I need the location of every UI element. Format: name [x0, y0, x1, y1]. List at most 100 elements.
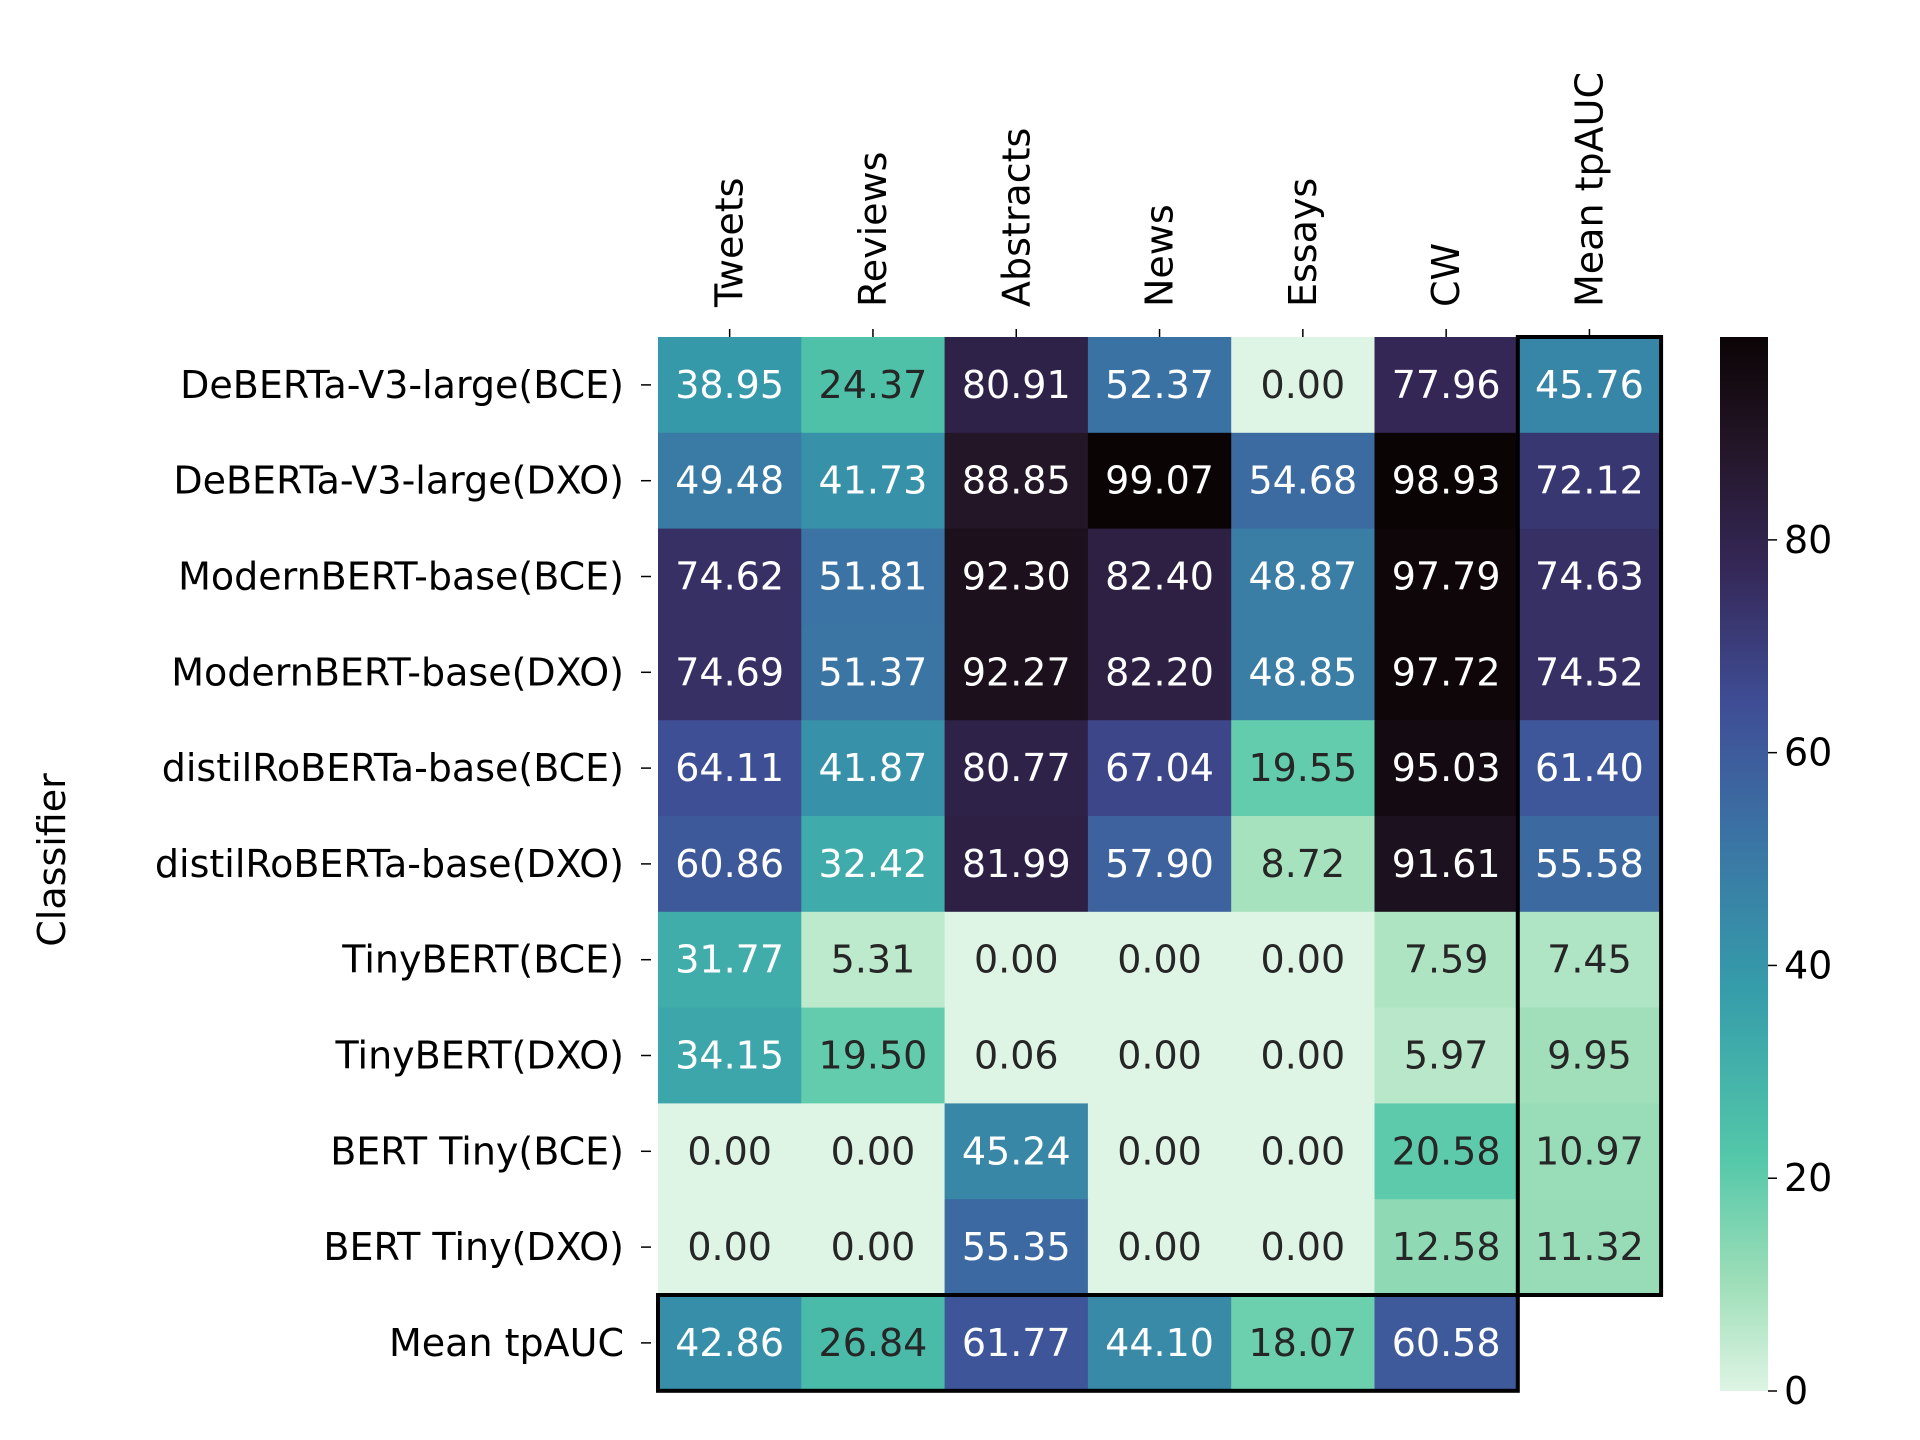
cell-value-label: 0.00 — [1261, 1129, 1346, 1173]
cell-value-label: 67.04 — [1105, 746, 1214, 790]
column-label-news: News — [1138, 204, 1182, 307]
colorbar-gradient — [1720, 337, 1768, 1391]
heatmap-cell — [1087, 1199, 1232, 1296]
cell-value-label: 20.58 — [1392, 1129, 1501, 1173]
cell-value-label: 32.42 — [819, 842, 928, 886]
heatmap-cell — [658, 1199, 802, 1296]
heatmap-cell — [1231, 911, 1376, 1009]
cell-value-label: 42.86 — [675, 1321, 784, 1365]
cell-value-label: 0.00 — [1117, 938, 1202, 982]
cell-value-label: 91.61 — [1392, 842, 1501, 886]
heatmap-cell — [1087, 624, 1232, 721]
cell-value-label: 12.58 — [1392, 1225, 1501, 1269]
cell-value-label: 0.00 — [1261, 938, 1346, 982]
row-label-deberta-v3-large-dxo: DeBERTa-V3-large(DXO) — [173, 459, 624, 503]
cell-value-label: 72.12 — [1535, 459, 1644, 503]
heatmap-cell — [944, 528, 1089, 625]
cell-value-label: 7.45 — [1547, 938, 1632, 982]
heatmap-cell — [1517, 1199, 1662, 1296]
cell-value-label: 44.10 — [1105, 1321, 1214, 1365]
cell-value-label: 55.35 — [962, 1225, 1071, 1269]
cell-value-label: 34.15 — [675, 1034, 784, 1078]
heatmap-cell — [658, 720, 802, 817]
heatmap-cell — [658, 624, 802, 721]
heatmap-cell — [801, 624, 946, 721]
cell-value-label: 95.03 — [1392, 746, 1501, 790]
heatmap-cell — [1231, 1295, 1376, 1392]
heatmap-cell — [944, 911, 1089, 1009]
heatmap-cell — [1517, 624, 1662, 721]
heatmap-cell — [1517, 816, 1662, 913]
cell-value-label: 0.00 — [1261, 363, 1346, 407]
row-label-modernbert-base-dxo: ModernBERT-base(DXO) — [171, 650, 624, 694]
cell-value-label: 11.32 — [1535, 1225, 1644, 1269]
cell-value-label: 7.59 — [1404, 938, 1489, 982]
heatmap-cell — [1087, 1295, 1232, 1392]
heatmap-cell — [944, 337, 1089, 434]
cell-value-label: 9.95 — [1547, 1034, 1632, 1078]
colorbar-tick-label: 20 — [1784, 1156, 1832, 1200]
heatmap-cell — [801, 432, 946, 530]
heatmap-cell — [1231, 624, 1376, 721]
cell-value-label: 0.00 — [1261, 1034, 1346, 1078]
heatmap-cell — [1087, 337, 1232, 434]
cell-value-label: 38.95 — [675, 363, 784, 407]
cell-value-label: 97.72 — [1392, 650, 1501, 694]
cell-value-label: 45.24 — [962, 1129, 1071, 1173]
column-label-reviews: Reviews — [851, 152, 895, 307]
cell-value-label: 51.37 — [819, 650, 928, 694]
cell-value-label: 49.48 — [675, 459, 784, 503]
row-label-bert-tiny-bce: BERT Tiny(BCE) — [330, 1129, 624, 1173]
heatmap-cell — [801, 1295, 946, 1392]
cell-value-label: 74.69 — [675, 650, 784, 694]
heatmap-cell — [1374, 816, 1519, 913]
mean-row-highlight — [656, 1293, 1520, 1393]
heatmap-cell — [658, 1007, 802, 1104]
heatmap-cell — [1087, 432, 1232, 530]
heatmap-cell — [1374, 432, 1519, 530]
heatmap-cell — [1231, 720, 1376, 817]
cell-value-label: 48.87 — [1248, 555, 1357, 599]
cell-value-label: 74.52 — [1535, 650, 1644, 694]
row-label-tinybert-bce: TinyBERT(BCE) — [341, 938, 624, 982]
cell-value-label: 77.96 — [1392, 363, 1501, 407]
cell-value-label: 24.37 — [819, 363, 928, 407]
cell-value-label: 97.79 — [1392, 555, 1501, 599]
heatmap-cell — [1517, 1007, 1662, 1104]
heatmap-cell — [1087, 528, 1232, 625]
cell-value-label: 54.68 — [1248, 459, 1357, 503]
heatmap-cell — [1374, 911, 1519, 1009]
cell-value-label: 45.76 — [1535, 363, 1644, 407]
heatmap-cell — [1517, 1103, 1662, 1200]
heatmap-cell — [1087, 816, 1232, 913]
cell-value-label: 82.40 — [1105, 555, 1214, 599]
heatmap-cell — [801, 1199, 946, 1296]
heatmap-cell — [1231, 816, 1376, 913]
heatmap-cell — [658, 432, 802, 530]
heatmap-cell — [1374, 624, 1519, 721]
heatmap-cell — [658, 337, 802, 434]
cell-value-label: 0.00 — [687, 1225, 772, 1269]
heatmap-cell — [1231, 1007, 1376, 1104]
cell-value-label: 61.77 — [962, 1321, 1071, 1365]
heatmap-cell — [801, 528, 946, 625]
heatmap-cell — [1517, 337, 1662, 434]
cell-value-label: 80.77 — [962, 746, 1071, 790]
cell-value-label: 0.00 — [974, 938, 1059, 982]
cell-value-label: 81.99 — [962, 842, 1071, 886]
heatmap-cell — [944, 720, 1089, 817]
cell-value-label: 92.27 — [962, 650, 1071, 694]
heatmap-cell — [658, 816, 802, 913]
heatmap-cell — [1517, 720, 1662, 817]
heatmap-cell — [658, 528, 802, 625]
cell-value-label: 74.62 — [675, 555, 784, 599]
heatmap-cell — [1374, 528, 1519, 625]
cell-value-label: 88.85 — [962, 459, 1071, 503]
heatmap-cell — [658, 1103, 802, 1200]
colorbar-tick-label: 80 — [1784, 518, 1832, 562]
heatmap-cell — [1231, 337, 1376, 434]
cell-value-label: 5.31 — [831, 938, 916, 982]
column-label-essays: Essays — [1281, 178, 1325, 307]
cell-value-label: 92.30 — [962, 555, 1071, 599]
cell-value-label: 74.63 — [1535, 555, 1644, 599]
